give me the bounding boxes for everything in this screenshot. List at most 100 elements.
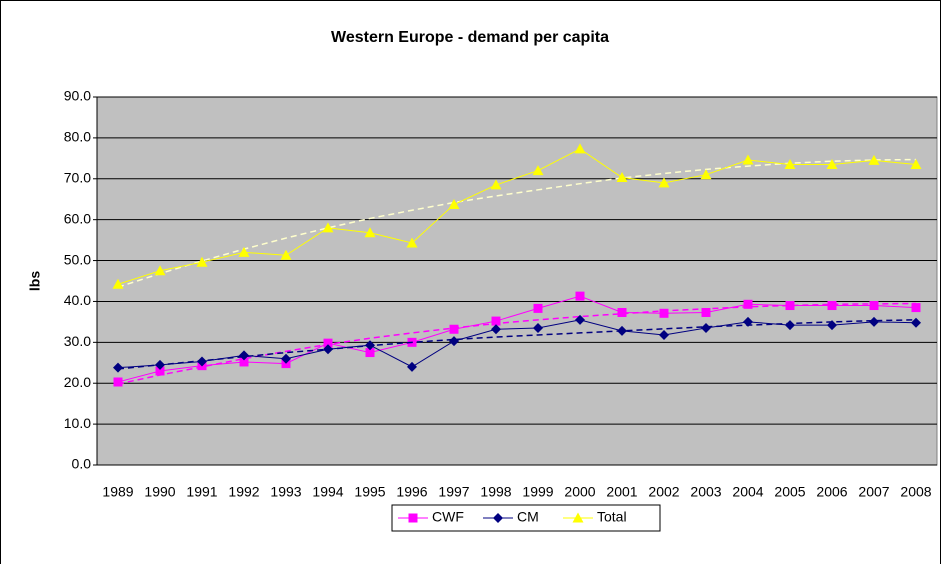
point-marker (575, 291, 585, 301)
y-tick-label: 60.0 (64, 210, 91, 226)
series-line (117, 148, 917, 285)
point-marker (616, 172, 628, 183)
point-marker (911, 317, 921, 328)
point-marker (155, 366, 165, 376)
legend-label: Total (597, 509, 627, 525)
series-line (117, 295, 917, 383)
point-marker (491, 324, 501, 335)
x-tick-label: 2006 (816, 484, 847, 500)
point-marker (743, 316, 753, 327)
x-tick-label: 2008 (900, 484, 931, 500)
x-tick-label: 2001 (606, 484, 637, 500)
y-axis-label: lbs (27, 271, 43, 291)
point-marker (827, 320, 837, 331)
x-tick-label: 1997 (438, 484, 469, 500)
point-marker (197, 356, 207, 367)
point-marker (280, 249, 292, 260)
point-marker (364, 227, 376, 238)
point-marker (785, 320, 795, 331)
legend-box (391, 504, 661, 532)
point-marker (365, 340, 375, 351)
y-tick-label: 30.0 (64, 333, 91, 349)
point-marker (449, 324, 459, 334)
point-marker (701, 323, 711, 334)
x-tick-label: 2007 (858, 484, 889, 500)
trendline (117, 158, 917, 288)
point-marker (659, 329, 669, 340)
point-marker (575, 314, 585, 325)
point-marker (869, 301, 879, 311)
point-marker (658, 177, 670, 188)
y-tick-label: 20.0 (64, 374, 91, 390)
legend-label: CWF (432, 509, 464, 525)
x-tick-label: 1990 (144, 484, 175, 500)
point-marker (784, 158, 796, 169)
point-marker (448, 199, 460, 210)
point-marker (113, 362, 123, 373)
x-tick-label: 2002 (648, 484, 679, 500)
x-tick-label: 1989 (102, 484, 133, 500)
point-marker (869, 316, 879, 327)
x-tick-label: 2004 (732, 484, 763, 500)
point-marker (449, 336, 459, 347)
point-marker (533, 303, 543, 313)
legend-marker (572, 512, 584, 523)
point-marker (365, 348, 375, 358)
x-tick-label: 2003 (690, 484, 721, 500)
point-marker (532, 165, 544, 176)
point-marker (491, 316, 501, 326)
point-marker (533, 323, 543, 334)
legend-marker (408, 513, 418, 523)
point-marker (238, 246, 250, 257)
point-marker (239, 350, 249, 361)
legend-label: CM (517, 509, 539, 525)
x-tick-label: 1998 (480, 484, 511, 500)
point-marker (743, 299, 753, 309)
y-tick-label: 50.0 (64, 251, 91, 267)
legend-marker (493, 513, 503, 523)
point-marker (322, 222, 334, 233)
point-marker (490, 179, 502, 190)
series-line (117, 319, 917, 369)
point-marker (323, 344, 333, 355)
point-marker (239, 357, 249, 367)
chart-title: Western Europe - demand per capita (331, 29, 609, 46)
y-tick-label: 10.0 (64, 415, 91, 431)
x-tick-label: 1994 (312, 484, 343, 500)
x-tick-label: 1999 (522, 484, 553, 500)
point-marker (785, 301, 795, 311)
point-marker (910, 158, 922, 169)
point-marker (406, 237, 418, 248)
point-marker (659, 308, 669, 318)
point-marker (868, 154, 880, 165)
point-marker (701, 307, 711, 317)
y-tick-label: 40.0 (64, 292, 91, 308)
point-marker (407, 361, 417, 372)
point-marker (700, 169, 712, 180)
point-marker (826, 158, 838, 169)
point-marker (155, 359, 165, 370)
point-marker (113, 377, 123, 387)
y-tick-label: 70.0 (64, 169, 91, 185)
point-marker (196, 256, 208, 267)
x-tick-label: 2005 (774, 484, 805, 500)
point-marker (617, 325, 627, 336)
point-marker (281, 353, 291, 364)
x-tick-label: 1995 (354, 484, 385, 500)
y-tick-label: 90.0 (64, 88, 91, 104)
point-marker (827, 301, 837, 311)
point-marker (112, 278, 124, 289)
x-tick-label: 1996 (396, 484, 427, 500)
y-tick-label: 0.0 (72, 456, 92, 472)
point-marker (911, 303, 921, 313)
y-tick-label: 80.0 (64, 129, 91, 145)
plot-area (96, 96, 938, 466)
x-tick-label: 2000 (564, 484, 595, 500)
x-tick-label: 1992 (228, 484, 259, 500)
point-marker (574, 143, 586, 154)
point-marker (617, 307, 627, 317)
x-tick-label: 1993 (270, 484, 301, 500)
point-marker (742, 154, 754, 165)
